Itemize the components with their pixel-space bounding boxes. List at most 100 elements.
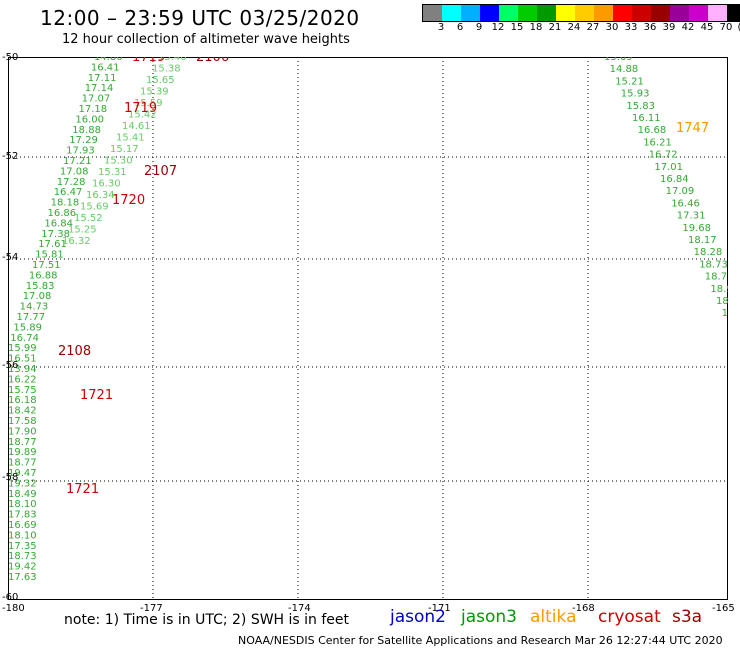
time-label: 1721 (66, 482, 99, 497)
wave-height-value: 16.47 (54, 187, 83, 198)
wave-height-value: 16 (727, 320, 728, 331)
wave-height-value: 13.94 (8, 364, 37, 375)
map-subtitle: 12 hour collection of altimeter wave hei… (62, 32, 350, 47)
wave-height-value: 16.69 (8, 520, 37, 531)
wave-height-value: 18.88 (72, 125, 101, 136)
x-label: -174 (288, 603, 311, 614)
color-scale-label: 27 (586, 22, 600, 33)
wave-height-value: 15.39 (140, 87, 169, 98)
wave-height-value: 16.68 (638, 125, 667, 136)
x-label: -168 (572, 603, 595, 614)
x-label: -177 (140, 603, 163, 614)
wave-height-value: 19.89 (8, 447, 37, 458)
wave-height-value: 18.18 (51, 198, 80, 209)
wave-height-value: 16.34 (86, 190, 115, 201)
wave-height-value: 18.28 (694, 247, 723, 258)
wave-height-value: 17.51 (32, 260, 61, 271)
wave-height-value: 15.46 (158, 57, 187, 63)
wave-height-value: 15.30 (104, 156, 133, 167)
wave-height-value: 17.61 (38, 239, 67, 250)
color-scale-label: 12 (491, 22, 505, 33)
wave-height-value: 16.11 (632, 113, 661, 124)
footnote: note: 1) Time is in UTC; 2) SWH is in fe… (64, 612, 350, 628)
legend-altika: altika (530, 607, 577, 627)
map-plot: 14.8616.4117.1117.1417.0717.1816.0018.88… (8, 57, 728, 600)
color-scale-label: 9 (475, 22, 483, 33)
color-scale-label: (ft) (730, 22, 740, 33)
wave-height-value: 15.52 (74, 213, 103, 224)
color-swatch (499, 5, 518, 21)
color-swatch (537, 5, 556, 21)
wave-height-value: 18.42 (8, 406, 37, 417)
time-label: 2107 (144, 164, 177, 179)
wave-height-value: 14.73 (20, 302, 49, 313)
time-label: 1719 (132, 57, 165, 65)
wave-height-value: 16.41 (91, 62, 120, 73)
wave-height-value: 19.32 (8, 478, 37, 489)
color-scale-label: 6 (456, 22, 464, 33)
wave-height-value: 15.42 (128, 110, 157, 121)
wave-height-value: 18.0 (716, 296, 728, 307)
wave-height-value: 15.99 (8, 343, 37, 354)
wave-height-value: 15.59 (134, 98, 163, 109)
wave-height-value: 17.08 (60, 166, 89, 177)
color-swatch (613, 5, 632, 21)
wave-height-value: 15.25 (68, 225, 97, 236)
wave-height-value: 17.58 (8, 416, 37, 427)
color-swatch (708, 5, 727, 21)
wave-height-value: 14.86 (94, 57, 123, 63)
wave-height-value: 18.73 (699, 259, 728, 270)
color-scale-label: 39 (662, 22, 676, 33)
time-label: 2106 (196, 57, 229, 65)
wave-height-value: 17.31 (677, 211, 706, 222)
color-scale-label: 24 (567, 22, 581, 33)
legend-s3a: s3a (672, 607, 703, 627)
wave-height-value: 15.31 (98, 167, 127, 178)
legend-jason2: jason2 (390, 607, 446, 627)
y-label: -52 (2, 151, 19, 162)
wave-height-value: 15.81 (35, 250, 64, 261)
wave-height-value: 16.84 (44, 218, 73, 229)
plot-frame (8, 57, 728, 600)
wave-height-value: 18.77 (8, 437, 37, 448)
y-label: -54 (2, 252, 19, 263)
color-scale-label: 30 (605, 22, 619, 33)
credit-footer: NOAA/NESDIS Center for Satellite Applica… (238, 634, 723, 647)
wave-height-value: 16.88 (29, 270, 58, 281)
wave-height-value: 16.51 (8, 354, 37, 365)
x-label: -165 (712, 603, 735, 614)
color-scale-label: 42 (681, 22, 695, 33)
wave-height-value: 19.68 (682, 223, 711, 234)
wave-height-value: 15.65 (146, 75, 175, 86)
wave-height-value: 17.63 (8, 572, 37, 583)
wave-height-value: 17.93 (66, 146, 95, 157)
color-swatch (575, 5, 594, 21)
color-swatch (594, 5, 613, 21)
color-scale-label: 45 (700, 22, 714, 33)
wave-height-value: 16.21 (643, 137, 672, 148)
x-label: -171 (428, 603, 451, 614)
wave-height-value: 17.11 (88, 73, 117, 84)
wave-height-value: 18.17 (688, 235, 717, 246)
color-scale-label: 21 (548, 22, 562, 33)
time-label: 2108 (58, 344, 91, 359)
time-label: 1747 (676, 121, 709, 136)
wave-height-value: 17.14 (85, 83, 114, 94)
wave-height-value: 17.90 (8, 426, 37, 437)
wave-height-value: 18.49 (8, 489, 37, 500)
y-label: -50 (2, 52, 19, 63)
wave-height-value: 15.89 (13, 322, 42, 333)
wave-height-value: 17.83 (8, 510, 37, 521)
color-swatch (670, 5, 689, 21)
color-swatch (632, 5, 651, 21)
wave-height-value: 16.22 (8, 374, 37, 385)
wave-height-value: 17.35 (8, 541, 37, 552)
wave-height-value: 15.38 (152, 64, 181, 75)
wave-height-value: 16.86 (48, 208, 77, 219)
wave-height-value: 15.17 (110, 144, 139, 155)
color-swatch (442, 5, 461, 21)
wave-height-value: 19.42 (8, 562, 37, 573)
legend-cryosat: cryosat (598, 607, 661, 627)
wave-height-value: 17.28 (57, 177, 86, 188)
time-label: 1719 (124, 101, 157, 116)
